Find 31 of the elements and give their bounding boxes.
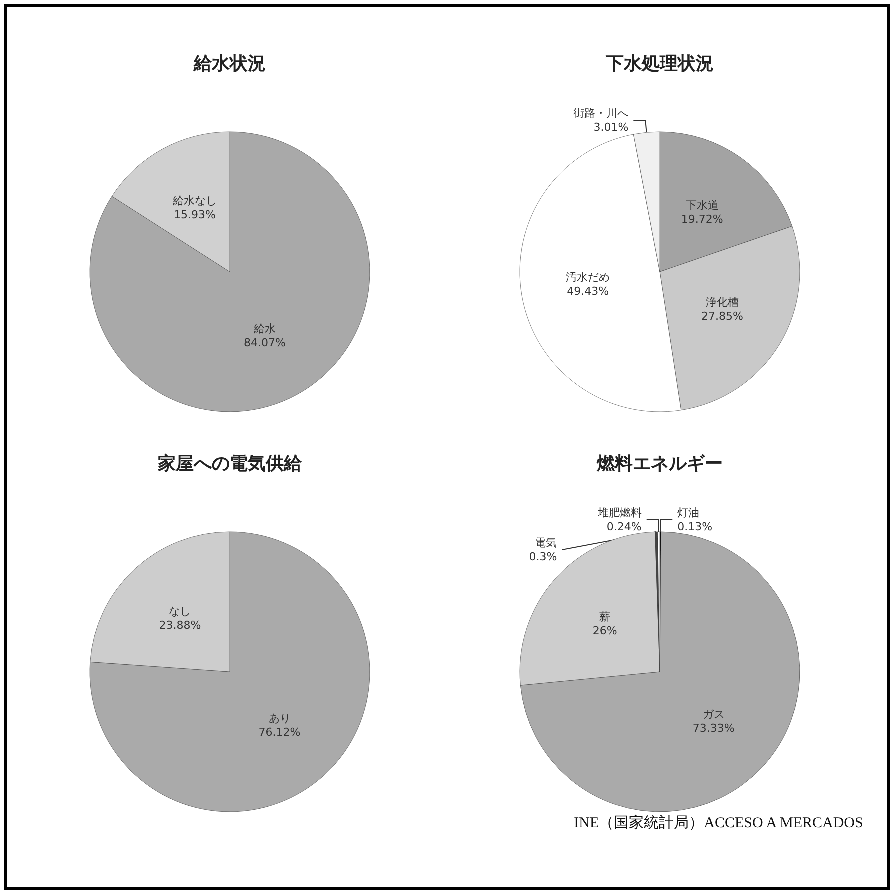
data-label: 73.33% bbox=[692, 722, 735, 735]
text: INE（国家統計局）ACCESO A MERCADOS bbox=[574, 814, 864, 832]
slice-label: ガス bbox=[702, 708, 725, 721]
data-label: 0.13% bbox=[678, 520, 713, 534]
slice-label: 給水 bbox=[253, 322, 276, 336]
data-label: 23.88% bbox=[159, 619, 202, 632]
slice-label: 給水なし bbox=[172, 194, 217, 208]
slice-label: 薪 bbox=[600, 610, 611, 624]
slice-label: 浄化槽 bbox=[706, 296, 739, 310]
slice-label: 汚水だめ bbox=[566, 270, 610, 284]
chart-title: 下水処理状況 bbox=[605, 54, 714, 74]
data-label: 0.24% bbox=[606, 520, 642, 534]
data-label: 49.43% bbox=[567, 284, 610, 298]
slice-label: 堆肥燃料 bbox=[596, 506, 642, 520]
chart-title: 給水状況 bbox=[193, 54, 266, 74]
slice-label: 灯油 bbox=[678, 506, 700, 520]
data-label: 0.3% bbox=[529, 550, 558, 564]
data-label: 15.93% bbox=[174, 208, 216, 222]
data-label: 3.01% bbox=[594, 121, 629, 134]
slice-label: なし bbox=[169, 605, 192, 618]
slice-label: 下水道 bbox=[686, 199, 719, 212]
data-label: 84.07% bbox=[244, 336, 286, 350]
slice-label: 電気 bbox=[535, 536, 558, 550]
chart-title: 燃料エネルギー bbox=[596, 454, 723, 474]
data-label: 27.85% bbox=[702, 310, 744, 324]
data-label: 19.72% bbox=[681, 213, 724, 226]
slice-label: 街路・川へ bbox=[574, 107, 629, 120]
chart-title: 家屋への電気供給 bbox=[157, 454, 303, 474]
slice-label: あり bbox=[268, 712, 291, 725]
data-label: 26% bbox=[592, 624, 618, 638]
data-label: 76.12% bbox=[258, 726, 301, 739]
